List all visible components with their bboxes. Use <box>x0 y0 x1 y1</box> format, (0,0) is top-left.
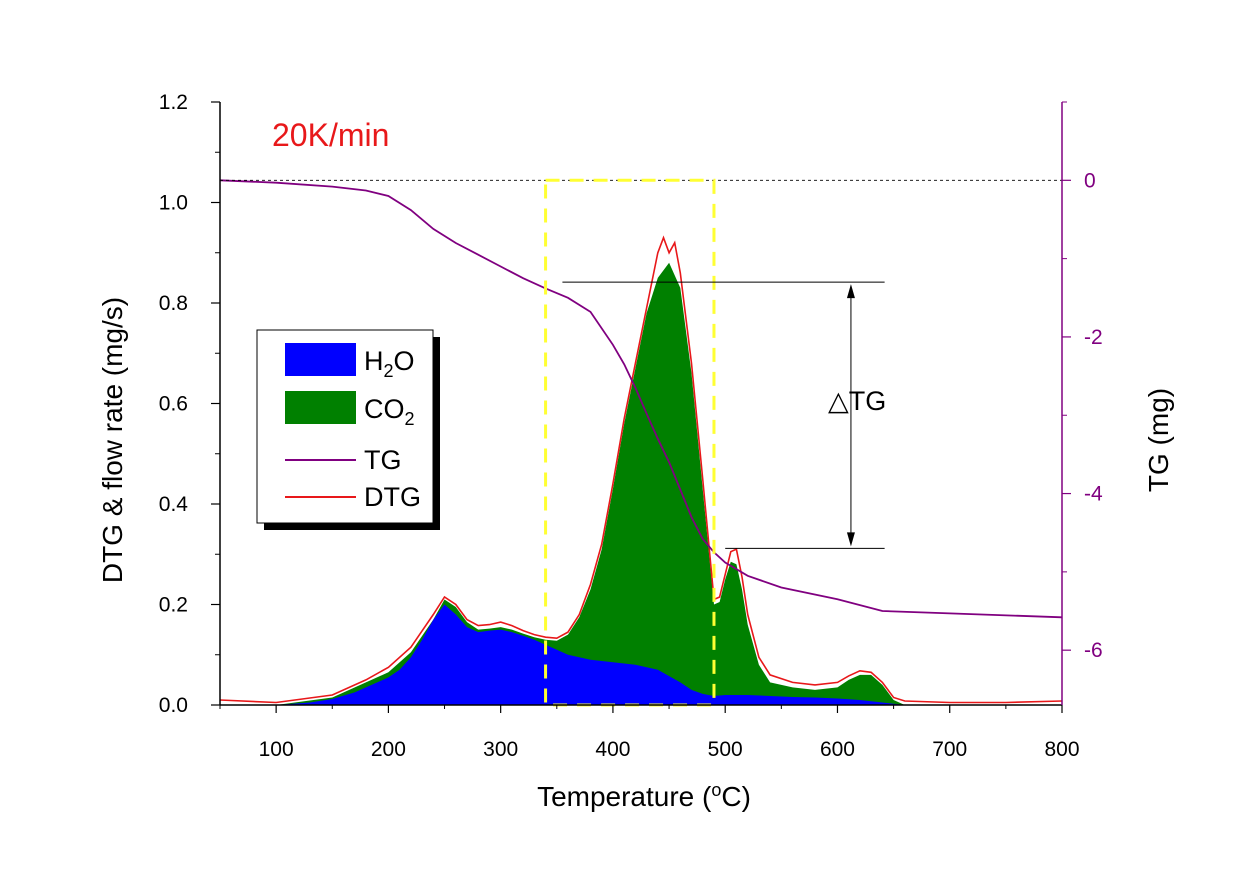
heating-rate-label: 20K/min <box>272 117 389 153</box>
area-layer <box>220 262 1062 705</box>
x-tick-label: 800 <box>1044 738 1079 761</box>
series-co2-area <box>220 262 1062 705</box>
legend-swatch-h2o <box>285 343 356 376</box>
series-dtg-line <box>219 235 1063 704</box>
legend-label-co2: CO2 <box>364 394 415 429</box>
legend-label-tg: TG <box>364 445 402 475</box>
x-tick-label: 700 <box>932 738 967 761</box>
delta-tg-arrow-up <box>846 284 855 299</box>
x-axis-title: Temperature (oC) <box>537 780 751 812</box>
series-tg-line <box>219 179 1063 619</box>
x-tick-label: 200 <box>371 738 406 761</box>
legend: H2O CO2 TG DTG <box>256 329 440 530</box>
y2-tick-label: -4 <box>1084 483 1103 506</box>
y-tick-label: 1.0 <box>159 192 188 215</box>
y2-tick-label: 0 <box>1084 169 1096 192</box>
legend-swatch-co2 <box>285 391 356 424</box>
delta-tg-label: △TG <box>828 386 886 416</box>
y-tick-label: 1.2 <box>159 91 188 114</box>
series-h2o-area <box>220 604 1062 705</box>
y-tick-label: 0.2 <box>159 594 188 617</box>
x-tick-label: 400 <box>595 738 630 761</box>
axes-layer: 100 200 300 400 500 600 700 800 0.0 0.2 0.4 0.6 0.8 1… <box>159 91 1103 761</box>
y2-tick-label: -2 <box>1084 326 1103 349</box>
y-tick-label: 0.8 <box>159 292 188 315</box>
y2-axis-title: TG (mg) <box>1143 388 1174 492</box>
delta-tg-arrow-down <box>846 532 855 547</box>
y-axis-title: DTG & flow rate (mg/s) <box>97 297 128 583</box>
legend-label-h2o: H2O <box>364 346 415 381</box>
x-tick-label: 100 <box>259 738 294 761</box>
y-tick-label: 0.4 <box>159 493 189 516</box>
y-tick-label: 0.0 <box>159 694 188 717</box>
x-tick-label: 600 <box>820 738 855 761</box>
x-tick-label: 500 <box>708 738 743 761</box>
legend-label-dtg: DTG <box>364 482 421 512</box>
y2-tick-label: -6 <box>1084 639 1103 662</box>
x-tick-label: 300 <box>483 738 518 761</box>
line-layer <box>219 179 1063 704</box>
y-tick-label: 0.6 <box>159 393 188 416</box>
